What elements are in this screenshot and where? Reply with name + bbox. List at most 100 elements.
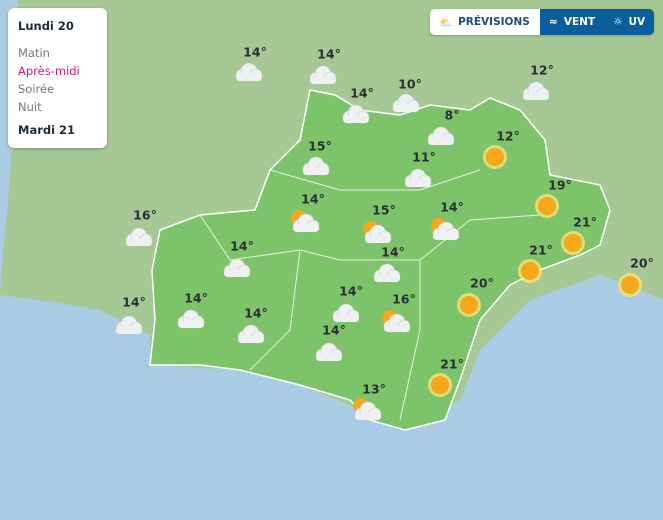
temperature-label: 21° <box>573 214 597 230</box>
forecast-marker[interactable] <box>535 194 559 218</box>
forecast-marker[interactable] <box>404 168 432 188</box>
sun-icon <box>428 373 452 397</box>
temperature-label: 14° <box>122 294 146 310</box>
forecast-marker[interactable] <box>618 273 642 297</box>
tab-uv[interactable]: ☼ UV <box>604 9 655 35</box>
cloud-icon <box>223 258 251 278</box>
temperature-label: 14° <box>317 46 341 62</box>
cloud-icon <box>115 315 143 335</box>
forecast-marker[interactable] <box>309 65 337 85</box>
temperature-label: 21° <box>440 356 464 372</box>
cloud-icon <box>177 309 205 329</box>
temperature-label: 14° <box>301 191 325 207</box>
forecast-marker[interactable] <box>125 227 153 247</box>
sun-icon <box>535 194 559 218</box>
period-nuit[interactable]: Nuit <box>18 100 42 114</box>
forecast-marker[interactable] <box>342 104 370 124</box>
cloud-icon <box>315 342 343 362</box>
temperature-label: 15° <box>372 202 396 218</box>
forecast-marker[interactable] <box>237 324 265 344</box>
cloud-icon <box>383 313 411 333</box>
cloud-icon <box>302 156 330 176</box>
cloud-icon <box>332 303 360 323</box>
cloud-icon <box>392 93 420 113</box>
uv-sun-icon: ☼ <box>613 16 623 28</box>
wind-icon: ≈ <box>549 16 558 28</box>
day-label: Lundi 20 <box>18 19 74 33</box>
sea <box>0 275 663 520</box>
temperature-label: 14° <box>339 283 363 299</box>
forecast-marker[interactable] <box>223 258 251 278</box>
forecast-marker[interactable] <box>235 62 263 82</box>
forecast-marker[interactable] <box>431 218 460 241</box>
tab-label: PRÉVISIONS <box>458 16 530 28</box>
cloud-icon <box>237 324 265 344</box>
forecast-marker[interactable] <box>373 263 401 283</box>
cloud-icon <box>235 62 263 82</box>
forecast-marker[interactable] <box>363 221 392 244</box>
sun-icon <box>483 145 507 169</box>
day-label[interactable]: Mardi 21 <box>18 123 76 137</box>
cloud-icon <box>432 221 460 241</box>
temperature-label: 21° <box>529 242 553 258</box>
forecast-marker[interactable] <box>483 145 507 169</box>
temperature-label: 11° <box>412 149 436 165</box>
tab-label: VENT <box>563 16 596 28</box>
cloud-icon <box>522 81 550 101</box>
cloud-icon <box>309 65 337 85</box>
temperature-label: 13° <box>362 381 386 397</box>
temperature-label: 14° <box>244 305 268 321</box>
sun-cloud-icon <box>382 310 411 333</box>
temperature-label: 16° <box>133 207 157 223</box>
cloud-icon <box>125 227 153 247</box>
sun-icon <box>561 231 585 255</box>
forecast-marker[interactable] <box>457 293 481 317</box>
forecast-marker[interactable] <box>561 231 585 255</box>
cloud-icon <box>364 224 392 244</box>
sun-cloud-icon <box>363 221 392 244</box>
temperature-label: 20° <box>470 275 494 291</box>
sun-cloud-icon <box>353 398 382 421</box>
sun-icon <box>518 259 542 283</box>
temperature-label: 12° <box>496 128 520 144</box>
sun-cloud-icon <box>431 218 460 241</box>
temperature-label: 14° <box>350 85 374 101</box>
tab-previsions[interactable]: ⛅ PRÉVISIONS <box>430 9 540 35</box>
forecast-marker[interactable] <box>115 315 143 335</box>
cloud-icon <box>404 168 432 188</box>
temperature-label: 15° <box>308 138 332 154</box>
forecast-marker[interactable] <box>315 342 343 362</box>
forecast-marker[interactable] <box>428 373 452 397</box>
cloud-icon <box>292 213 320 233</box>
sun-icon <box>618 273 642 297</box>
tab-vent[interactable]: ≈ VENT <box>540 9 605 35</box>
forecast-marker[interactable] <box>353 398 382 421</box>
temperature-label: 14° <box>322 322 346 338</box>
period-matin[interactable]: Matin <box>18 46 50 60</box>
forecast-marker[interactable] <box>427 126 455 146</box>
forecast-marker[interactable] <box>382 310 411 333</box>
temperature-label: 14° <box>230 238 254 254</box>
temperature-label: 14° <box>184 290 208 306</box>
period-apres-midi[interactable]: Après-midi <box>18 64 80 78</box>
sun-cloud-icon: ⛅ <box>439 16 453 29</box>
cloud-icon <box>373 263 401 283</box>
period-soiree[interactable]: Soirée <box>18 82 55 96</box>
temperature-label: 20° <box>630 255 654 271</box>
temperature-label: 14° <box>440 199 464 215</box>
period-selector: Lundi 20 Matin Après-midi Soirée Nuit Ma… <box>8 8 107 148</box>
temperature-label: 12° <box>530 62 554 78</box>
forecast-marker[interactable] <box>522 81 550 101</box>
forecast-marker[interactable] <box>291 210 320 233</box>
forecast-marker[interactable] <box>332 303 360 323</box>
forecast-marker[interactable] <box>302 156 330 176</box>
forecast-marker[interactable] <box>518 259 542 283</box>
forecast-marker[interactable] <box>177 309 205 329</box>
sun-cloud-icon <box>291 210 320 233</box>
temperature-label: 14° <box>243 44 267 60</box>
cloud-icon <box>354 401 382 421</box>
forecast-marker[interactable] <box>392 93 420 113</box>
tab-label: UV <box>628 16 646 28</box>
cloud-icon <box>427 126 455 146</box>
